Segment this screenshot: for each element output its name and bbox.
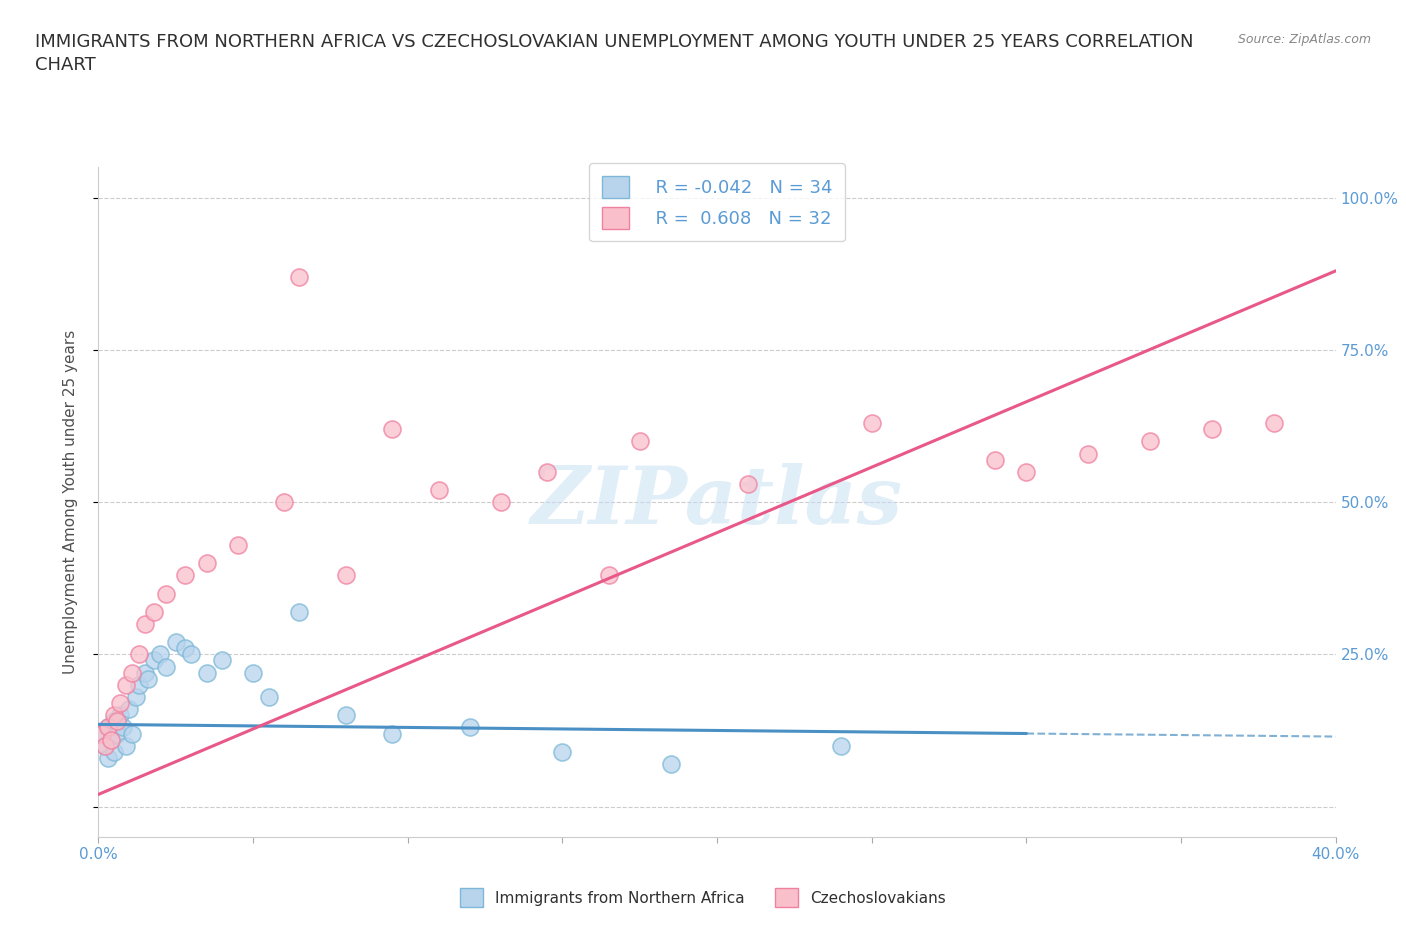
Point [165,635,187,650]
Point [1077,446,1099,461]
Legend: Immigrants from Northern Africa, Czechoslovakians: Immigrants from Northern Africa, Czechos… [454,883,952,913]
Point [105,726,128,741]
Point [335,568,357,583]
Point [108,708,131,723]
Point [93,738,115,753]
Point [97,751,120,765]
Point [115,738,138,753]
Point [121,726,143,741]
Point [97,720,120,735]
Point [598,568,620,583]
Point [1139,434,1161,449]
Point [830,738,852,753]
Point [93,738,115,753]
Point [242,665,264,680]
Point [489,495,512,510]
Point [100,732,122,747]
Point [136,671,159,686]
Point [737,476,759,491]
Y-axis label: Unemployment Among Youth under 25 years: Unemployment Among Youth under 25 years [63,330,77,674]
Point [536,464,558,479]
Point [273,495,295,510]
Point [124,689,146,704]
Point [174,641,197,656]
Point [121,665,143,680]
Point [195,555,218,570]
Point [143,604,166,619]
Point [195,665,218,680]
Point [381,726,404,741]
Point [381,421,404,436]
Point [860,416,883,431]
Legend:   R = -0.042   N = 34,   R =  0.608   N = 32: R = -0.042 N = 34, R = 0.608 N = 32 [589,163,845,242]
Point [134,617,156,631]
Point [211,653,233,668]
Point [90,726,112,741]
Text: Source: ZipAtlas.com: Source: ZipAtlas.com [1237,33,1371,46]
Point [134,665,156,680]
Point [100,732,122,747]
Point [112,720,135,735]
Point [103,744,125,759]
Text: IMMIGRANTS FROM NORTHERN AFRICA VS CZECHOSLOVAKIAN UNEMPLOYMENT AMONG YOUTH UNDE: IMMIGRANTS FROM NORTHERN AFRICA VS CZECH… [35,33,1194,50]
Point [103,714,125,729]
Point [1263,416,1285,431]
Point [257,689,280,704]
Point [108,696,131,711]
Point [155,586,177,601]
Point [551,744,574,759]
Point [984,452,1007,467]
Point [97,720,120,735]
Point [628,434,651,449]
Point [1015,464,1038,479]
Point [118,702,141,717]
Text: CHART: CHART [35,56,96,73]
Point [155,659,177,674]
Point [288,604,311,619]
Point [427,483,450,498]
Point [659,756,682,771]
Point [458,720,481,735]
Point [149,647,172,662]
Point [174,568,197,583]
Point [90,726,112,741]
Point [180,647,202,662]
Point [103,708,125,723]
Point [1201,421,1223,436]
Text: ZIPatlas: ZIPatlas [531,463,903,541]
Point [143,653,166,668]
Point [115,677,138,692]
Point [226,538,249,552]
Point [128,677,150,692]
Point [128,647,150,662]
Point [288,270,311,285]
Point [335,708,357,723]
Point [105,714,128,729]
